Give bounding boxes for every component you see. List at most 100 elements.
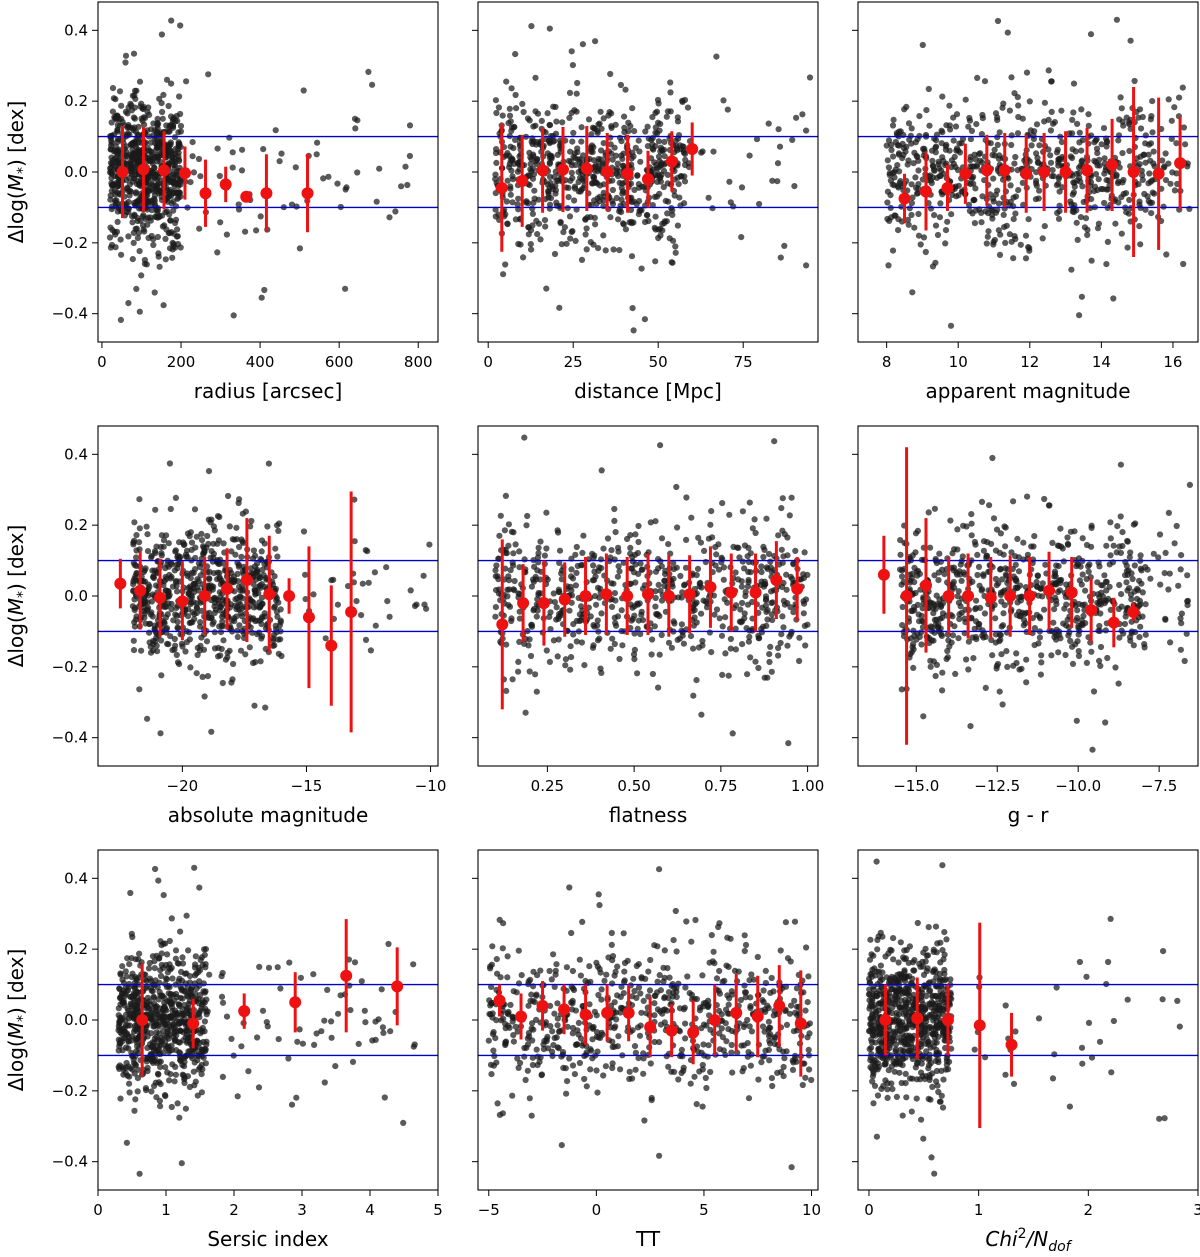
data-point — [1116, 634, 1123, 641]
data-point — [1015, 568, 1023, 575]
data-point — [197, 173, 204, 180]
data-point — [1074, 236, 1081, 243]
data-point — [588, 131, 595, 138]
data-point — [1165, 586, 1172, 593]
data-point — [662, 197, 669, 204]
data-point — [272, 127, 279, 134]
data-point — [205, 71, 212, 78]
data-point — [148, 207, 155, 214]
data-point — [563, 240, 570, 247]
median-marker — [114, 577, 127, 590]
data-point — [113, 154, 120, 161]
data-point — [974, 571, 981, 579]
data-point — [1114, 523, 1121, 530]
data-point — [932, 222, 940, 229]
data-point — [671, 620, 678, 627]
data-point — [968, 532, 975, 539]
data-point — [125, 300, 132, 307]
data-point — [996, 129, 1003, 136]
data-point — [1149, 98, 1156, 105]
data-point — [195, 578, 202, 585]
data-point — [567, 235, 574, 242]
data-point — [251, 702, 258, 709]
data-point — [935, 577, 942, 584]
data-point — [616, 568, 623, 575]
data-point — [164, 195, 171, 202]
data-point — [647, 519, 654, 526]
data-point — [499, 112, 506, 119]
data-point — [492, 567, 499, 574]
data-point — [525, 642, 532, 649]
data-point — [1179, 84, 1186, 91]
data-point — [1078, 293, 1085, 300]
data-point — [604, 535, 612, 542]
data-point — [402, 163, 409, 170]
data-point — [918, 641, 925, 648]
data-point — [1138, 580, 1145, 587]
data-point — [502, 492, 509, 499]
data-point — [406, 122, 414, 129]
data-point — [995, 200, 1003, 207]
data-point — [183, 553, 190, 560]
data-point — [657, 442, 664, 449]
data-point — [170, 207, 177, 214]
data-point — [1025, 216, 1032, 223]
data-point — [590, 562, 597, 569]
data-point — [155, 180, 162, 187]
data-point — [609, 200, 617, 207]
data-point — [1126, 554, 1133, 561]
data-point — [144, 127, 151, 134]
data-point — [528, 23, 535, 30]
data-point — [495, 104, 502, 111]
data-point — [420, 572, 427, 579]
data-point — [541, 217, 549, 224]
data-point — [567, 148, 574, 155]
data-point — [732, 569, 739, 576]
data-point — [1063, 622, 1070, 629]
data-point — [133, 554, 140, 561]
data-point — [512, 541, 519, 548]
data-point — [590, 144, 597, 151]
data-point — [910, 641, 917, 648]
data-point — [971, 196, 978, 203]
data-point — [1026, 158, 1033, 165]
data-point — [887, 177, 895, 184]
data-point — [552, 190, 559, 197]
data-point — [372, 622, 379, 629]
data-point — [256, 599, 263, 606]
data-point — [246, 644, 253, 651]
data-point — [701, 547, 708, 555]
data-point — [110, 148, 118, 155]
data-point — [527, 160, 534, 168]
data-point — [691, 607, 698, 614]
data-point — [971, 151, 978, 158]
data-point — [885, 164, 893, 171]
data-point — [932, 149, 939, 156]
data-point — [203, 638, 211, 645]
data-point — [1116, 581, 1123, 589]
data-point — [555, 615, 562, 623]
median-marker — [283, 590, 296, 602]
data-point — [1147, 116, 1154, 123]
data-point — [905, 120, 913, 127]
data-point — [426, 541, 433, 548]
data-point — [724, 599, 731, 606]
data-point — [1180, 260, 1187, 268]
data-point — [510, 550, 517, 557]
data-point — [905, 221, 912, 228]
data-point — [1130, 521, 1137, 528]
data-point — [999, 104, 1006, 111]
data-point — [1122, 613, 1129, 620]
data-point — [230, 312, 237, 319]
median-marker — [199, 187, 212, 200]
data-point — [239, 510, 246, 517]
data-point — [716, 615, 723, 622]
data-point — [175, 182, 182, 190]
data-point — [502, 211, 509, 218]
data-point — [628, 155, 635, 162]
data-point — [775, 652, 782, 659]
data-point — [383, 564, 390, 571]
data-point — [1023, 679, 1030, 686]
data-point — [170, 230, 177, 237]
data-point — [614, 573, 622, 580]
